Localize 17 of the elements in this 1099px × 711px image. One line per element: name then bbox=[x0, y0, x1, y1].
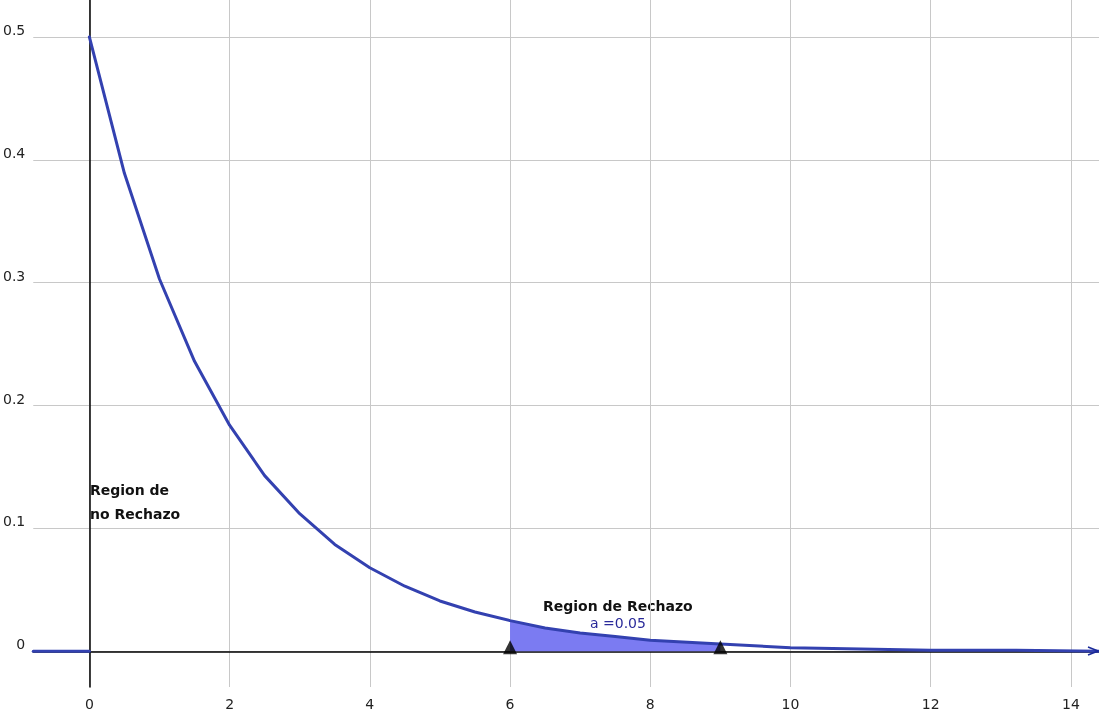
x-tick-label: 14 bbox=[1062, 696, 1080, 711]
annotation: Region de Rechazo bbox=[543, 598, 694, 614]
y-tick-label: 0.1 bbox=[3, 513, 26, 530]
x-tick-label: 0 bbox=[84, 696, 94, 711]
x-tick-label: 8 bbox=[645, 696, 655, 711]
x-tick-label: 12 bbox=[921, 696, 940, 711]
annotation: a =0.05 bbox=[590, 615, 646, 631]
annotation: Region de no Rechazo bbox=[90, 482, 181, 522]
x-tick-label: 4 bbox=[365, 696, 375, 711]
y-tick-label: 0.3 bbox=[3, 267, 26, 284]
x-tick-label: 10 bbox=[781, 696, 800, 711]
y-tick-label: 0.4 bbox=[3, 144, 26, 161]
x-tick-label: 6 bbox=[505, 696, 515, 711]
x-tick-label: 2 bbox=[225, 696, 235, 711]
y-tick-label: 0.5 bbox=[3, 21, 26, 38]
y-tick-label: 0 bbox=[16, 636, 26, 653]
y-tick-label: 0.2 bbox=[3, 390, 26, 407]
